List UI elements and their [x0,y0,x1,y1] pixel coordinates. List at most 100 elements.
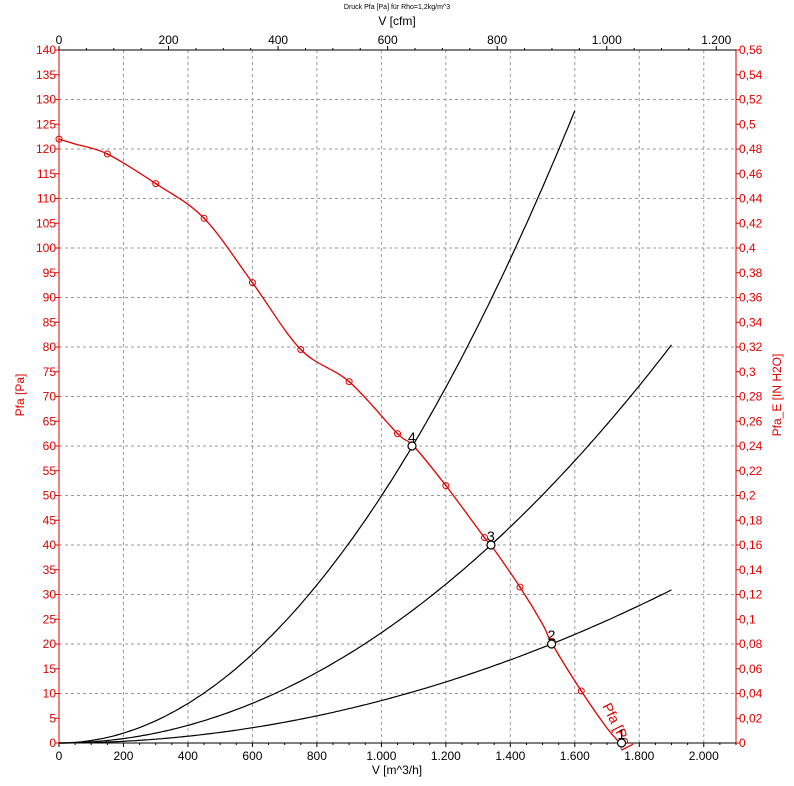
operating-point-label-1: 1 [618,726,626,742]
x-axis-title: V [m^3/h] [372,763,422,777]
y2-tick-label-21: 0,42 [739,216,763,230]
y-tick-label-8: 40 [43,538,57,552]
fan-curve-marker-3 [200,214,208,222]
y2-tick-label-27: 0,54 [739,68,763,82]
x-tick-label-1: 200 [113,749,133,763]
fan-curve-marker-dot-1 [106,153,109,155]
fan-curve-marker-7 [394,430,401,438]
fan-curve-marker-8 [442,482,450,490]
operating-point-1 [616,738,627,748]
x2-axis-title: V [cfm] [378,14,415,28]
y-tick-label-1: 5 [49,711,56,725]
x-tick-label-9: 1.800 [624,749,654,763]
fan-curve-marker-dot-9 [483,536,486,539]
y-tick-label-22: 110 [37,192,56,206]
y2-tick-label-10: 0,2 [739,489,756,503]
y-tick-label-20: 100 [36,241,56,255]
y-tick-label-15: 75 [43,365,57,379]
y-tick-label-9: 45 [43,513,57,527]
fan-curve-marker-dot-2 [154,182,157,185]
y2-tick-label-18: 0,36 [739,291,763,305]
fan-curve-marker-0 [55,135,63,143]
x-tick-label-2: 400 [178,749,198,763]
y-tick-label-21: 105 [36,216,56,230]
y2-tick-label-12: 0,24 [739,439,763,453]
y2-tick-label-23: 0,46 [739,167,763,181]
y-tick-label-7: 35 [43,563,57,577]
y2-tick-label-1: 0,02 [739,711,763,725]
fan-curve-marker-10 [516,583,524,591]
fan-curve-marker-5 [297,345,305,353]
fan-curve-marker-ring-4 [248,279,256,287]
fan-curve-marker-dot-4 [251,281,254,284]
y2-tick-label-16: 0,32 [739,340,763,354]
x2-tick-label-2: 400 [268,33,288,47]
fan-curve-marker-dot-10 [519,586,521,588]
operating-point-label-4: 4 [408,429,416,445]
axes [55,46,740,747]
fan-curve-marker-ring-6 [345,378,353,386]
fan-curve-marker-dot-7 [396,432,399,435]
y-tick-label-2: 10 [43,687,57,701]
y2-tick-label-20: 0,4 [739,241,756,255]
fan-curve-marker-ring-7 [394,430,401,438]
fan-curve-marker-2 [152,180,160,188]
operating-point-label-3: 3 [487,528,495,544]
fan-curve-marker-dot-0 [58,138,60,141]
y2-tick-label-28: 0,56 [739,43,763,57]
system-curve-3 [59,344,672,744]
y-tick-label-5: 25 [43,612,57,626]
y2-tick-label-2: 0,04 [739,687,763,701]
y2-tick-label-26: 0,52 [739,93,763,107]
x-tick-label-10: 2.000 [689,749,719,763]
y2-tick-label-0: 0 [739,736,746,750]
tick-labels: 0 200 400 600 800 1.000 1.200 1.400 1.600 1.800 2.… [36,33,763,763]
fan-curve-marker-ring-1 [103,150,111,158]
y-tick-label-11: 55 [43,464,57,478]
fan-curve-marker-4 [248,279,256,287]
y2-tick-label-9: 0,18 [739,513,763,527]
operating-point-label-2: 2 [548,627,556,643]
y-tick-label-14: 70 [43,390,57,404]
fan-curve-marker-ring-0 [55,135,63,143]
y2-tick-label-7: 0,14 [739,563,763,577]
y-axis-title: Pfa [Pa] [13,374,27,417]
y2-tick-label-5: 0,1 [739,612,756,626]
x2-tick-label-5: 1.000 [592,33,622,47]
y2-tick-label-13: 0,26 [739,414,763,428]
y2-tick-label-22: 0,44 [739,192,763,206]
y-tick-label-25: 125 [36,117,56,131]
fan-curve-marker-dot-6 [348,380,351,383]
x-tick-label-4: 800 [307,749,327,763]
y-tick-label-24: 120 [36,142,56,156]
fan-curve-marker-dot-3 [203,217,205,220]
y-tick-label-10: 50 [43,489,57,503]
chart-title: Druck Pfa [Pa] für Rho=1,2kg/m^3 [344,4,450,11]
fan-curve-marker-9 [481,534,489,542]
y2-tick-label-14: 0,28 [739,390,763,404]
y-tick-label-23: 115 [37,167,56,181]
y-tick-label-6: 30 [43,588,57,602]
y-tick-label-13: 65 [43,414,57,428]
x2-tick-label-0: 0 [56,33,63,47]
operating-point-3 [486,540,496,550]
y2-tick-label-17: 0,34 [739,315,763,329]
x-tick-label-3: 600 [242,749,262,763]
y-tick-label-26: 130 [36,93,56,107]
y-tick-label-27: 135 [36,68,56,82]
x2-tick-label-3: 600 [378,33,398,47]
y2-tick-label-15: 0,3 [739,365,756,379]
fan-curve-marker-1 [103,150,111,158]
x-tick-label-6: 1.200 [431,749,461,763]
y2-tick-label-6: 0,12 [739,588,763,602]
y2-tick-label-4: 0,08 [739,637,763,651]
curves: Pfa [Pa] [55,110,672,752]
y-tick-label-17: 85 [43,315,57,329]
y-tick-label-0: 0 [49,736,56,750]
y-tick-label-4: 20 [43,637,57,651]
fan-curve-line [58,138,621,744]
x-tick-label-5: 1.000 [366,749,396,763]
fan-curve-marker-ring-5 [297,345,305,353]
fan-curve-marker-dot-12 [580,690,583,692]
